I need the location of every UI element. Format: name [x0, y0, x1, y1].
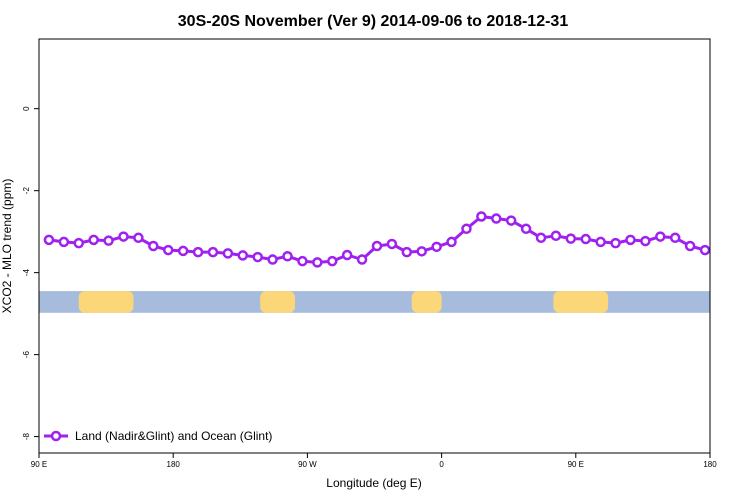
- series-line: [48, 215, 706, 264]
- y-axis: 0 -2 -4 -6 -8: [22, 106, 39, 440]
- data-point: [535, 232, 547, 244]
- data-point: [237, 250, 249, 261]
- data-point: [550, 230, 562, 242]
- y-tick-label: 0: [22, 106, 31, 111]
- y-axis-label: XCO2 - MLO trend (ppm): [0, 179, 14, 314]
- data-point: [431, 241, 442, 253]
- x-tick-label: 180: [703, 460, 717, 469]
- data-point: [192, 246, 204, 258]
- data-point: [252, 251, 263, 263]
- y-tick-label: -6: [22, 351, 31, 359]
- x-axis: 90 E 180 90 W 0 90 E 180: [31, 453, 717, 469]
- data-point: [476, 211, 487, 222]
- plot-frame: [38, 38, 711, 454]
- data-point: [327, 255, 338, 267]
- data-point: [655, 231, 666, 242]
- y-tick-label: -8: [22, 433, 31, 441]
- y-tick-label: -2: [22, 187, 31, 195]
- x-axis-label: Longitude (deg E): [326, 476, 421, 490]
- x-tick-label: 180: [167, 460, 181, 469]
- data-point: [446, 236, 457, 248]
- data-point: [177, 245, 189, 257]
- map-band-land: [260, 291, 295, 313]
- data-point: [565, 233, 577, 244]
- x-tick-label: 0: [439, 460, 444, 469]
- data-point: [699, 244, 711, 256]
- data-point: [669, 232, 681, 244]
- data-point: [595, 236, 606, 248]
- data-point: [207, 246, 219, 258]
- map-band-land: [411, 291, 442, 313]
- data-point: [356, 254, 368, 265]
- data-point: [341, 249, 353, 261]
- data-point: [73, 237, 85, 249]
- map-band-ocean: [39, 291, 710, 313]
- data-point: [461, 223, 472, 235]
- y-tick-label: -4: [22, 269, 31, 277]
- data-point: [625, 234, 636, 246]
- data-point: [401, 246, 413, 258]
- x-tick-label: 90 W: [298, 460, 317, 469]
- data-point: [58, 236, 70, 248]
- chart-title: 30S-20S November (Ver 9) 2014-09-06 to 2…: [178, 13, 569, 30]
- data-point: [610, 237, 621, 249]
- x-tick-label: 90 E: [31, 460, 47, 469]
- data-point: [133, 232, 144, 244]
- map-band-land: [553, 291, 609, 313]
- data-point: [386, 238, 398, 250]
- data-point: [43, 234, 55, 246]
- data-point: [297, 255, 308, 267]
- data-point: [103, 235, 114, 246]
- data-point: [640, 235, 651, 247]
- legend: Land (Nadir&Glint) and Ocean (Glint): [44, 429, 272, 443]
- plot-area: [39, 211, 711, 313]
- data-point: [416, 246, 427, 257]
- data-point: [118, 231, 129, 242]
- data-point: [371, 240, 383, 252]
- x-tick-label: 90 E: [568, 460, 584, 469]
- data-point: [267, 254, 278, 265]
- data-point: [222, 248, 234, 259]
- data-point: [684, 240, 696, 252]
- map-band-land: [78, 291, 134, 313]
- legend-marker: [50, 430, 62, 442]
- data-point: [491, 213, 502, 224]
- data-point: [162, 244, 174, 256]
- data-point: [520, 223, 532, 235]
- data-point: [148, 240, 159, 252]
- data-point: [312, 257, 323, 268]
- data-point: [282, 250, 293, 262]
- data-point: [580, 233, 591, 245]
- legend-label: Land (Nadir&Glint) and Ocean (Glint): [75, 429, 272, 443]
- data-point: [505, 215, 517, 226]
- data-point: [88, 234, 99, 246]
